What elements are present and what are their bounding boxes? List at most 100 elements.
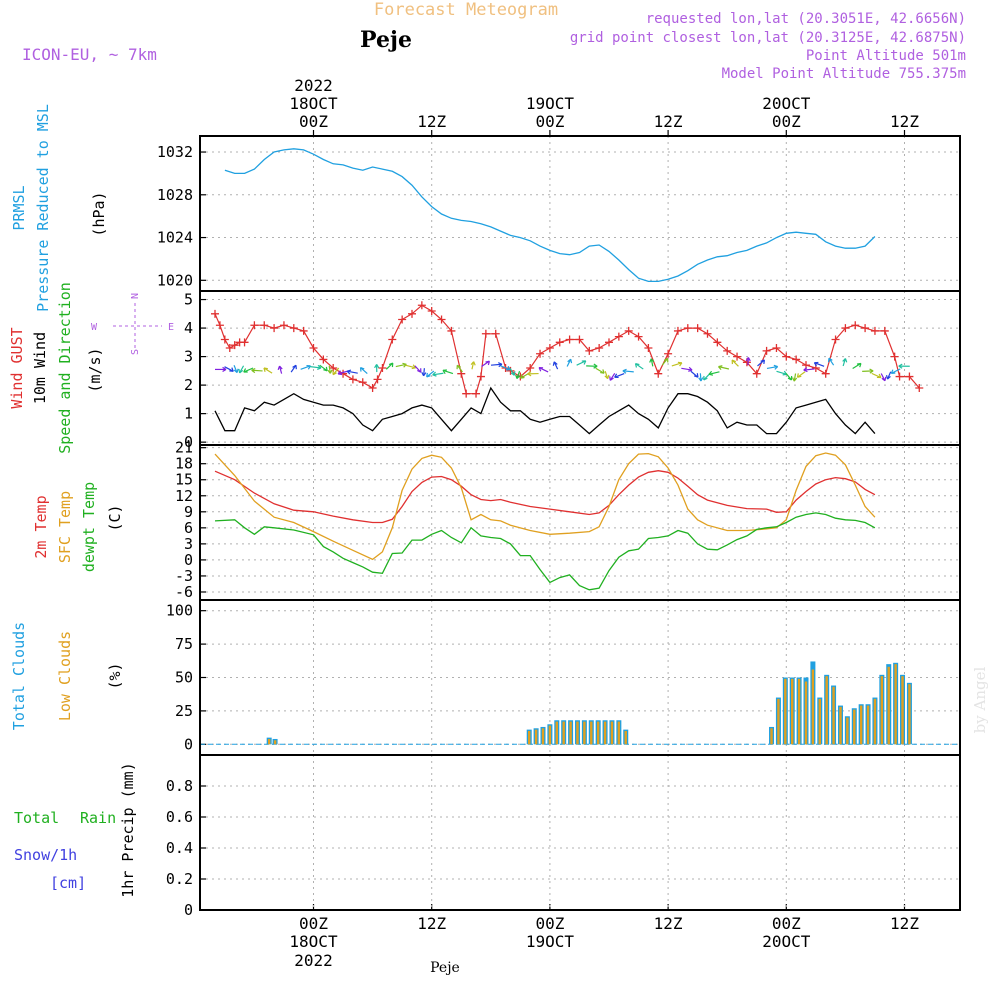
wind-direction-arrowhead: [538, 366, 544, 372]
footer-station: Peje: [430, 960, 460, 976]
wind-ytick-label: 4: [184, 319, 193, 337]
wind-gust-marker: [437, 315, 446, 324]
low-cloud-bar: [555, 721, 558, 745]
low-cloud-bar: [624, 730, 627, 745]
wind-gust-marker: [861, 324, 870, 333]
label-c: (C): [106, 504, 124, 531]
wind-direction-arrowhead: [718, 365, 723, 371]
low-cloud-bar: [603, 721, 607, 745]
label-10m-wind: 10m Wind: [31, 332, 49, 404]
wind-direction-arrow: [347, 370, 358, 374]
low-cloud-bar: [901, 676, 904, 745]
wind-direction-arrowhead: [456, 364, 462, 370]
wind-gust-marker: [536, 349, 545, 358]
compass-e: E: [168, 322, 174, 333]
wind-direction-arrowhead: [374, 364, 380, 369]
wind-direction-arrowhead: [485, 360, 490, 366]
wind-direction-arrowhead: [567, 358, 573, 364]
wind-direction-arrow: [423, 368, 425, 376]
wind-direction-arrow: [862, 370, 874, 372]
wind-gust-marker: [654, 369, 663, 378]
wind-gust-marker: [693, 324, 702, 333]
wind-direction-arrowhead: [243, 368, 248, 373]
wind-gust-marker: [388, 335, 397, 344]
wind-direction-arrowhead: [581, 360, 587, 365]
wind-direction-arrow: [891, 368, 901, 374]
wind-direction-arrowhead: [876, 373, 882, 379]
low-cloud-bar: [811, 669, 815, 745]
low-cloud-bar: [804, 681, 808, 745]
wind-direction-arrowhead: [792, 377, 798, 382]
wind-direction-arrowhead: [796, 373, 802, 378]
wind-direction-arrowhead: [813, 361, 819, 367]
wind-direction-arrowhead: [432, 371, 437, 377]
precip-ytick-label: 0.6: [166, 808, 193, 826]
wind-speed-line: [214, 386, 876, 435]
wind-direction-arrowhead: [233, 368, 239, 374]
wind-gust-marker: [772, 344, 781, 353]
wind-direction-arrowhead: [222, 366, 227, 373]
wind-direction-arrowhead: [306, 364, 311, 370]
wind-gust-marker: [673, 326, 682, 335]
wind-direction-arrow: [708, 371, 720, 375]
wind-direction-arrowhead: [519, 374, 525, 379]
label-sfc-temp: SFC Temp: [56, 491, 74, 563]
wind-direction-arrow: [432, 372, 444, 376]
temperature-ytick-label: 21: [175, 439, 193, 457]
label-pressure-msl: Pressure Reduced to MSL: [34, 104, 52, 312]
wind-direction-arrowhead: [426, 372, 431, 378]
time-year-label: 2022: [294, 951, 333, 970]
wind-gust-marker: [752, 369, 761, 378]
wind-direction-arrowhead: [622, 368, 627, 374]
low-cloud-bar: [818, 698, 821, 745]
time-date-label: 19OCT: [526, 932, 575, 951]
label-wind-gust: Wind GUST: [8, 327, 26, 408]
wind-labels: Wind GUST 10m Wind Speed and Direction (…: [8, 282, 174, 454]
wind-direction-arrow: [243, 367, 254, 373]
low-cloud-bar: [908, 684, 911, 745]
wind-direction-arrowhead: [421, 371, 427, 377]
time-hour-label: 00Z: [772, 112, 801, 131]
wind-direction-arrow: [538, 367, 549, 373]
wind-direction-arrowhead: [688, 366, 693, 372]
time-date-label: 20OCT: [762, 94, 811, 113]
label-1hr-precip: 1hr Precip (mm): [119, 762, 137, 897]
wind-direction-arrowhead: [292, 364, 297, 370]
wind-direction-arrow: [500, 365, 511, 371]
label-percent: (%): [106, 662, 124, 689]
low-cloud-bar: [825, 676, 828, 745]
pressure-ytick-label: 1024: [157, 229, 193, 247]
wind-gust-marker: [289, 324, 298, 333]
wind-direction-arrowhead: [890, 369, 896, 374]
time-hour-label: 00Z: [299, 112, 328, 131]
low-cloud-bar: [534, 729, 538, 745]
chart-title: Forecast Meteogram: [374, 0, 558, 20]
wind-direction-arrowhead: [708, 370, 714, 376]
label-speed-direction: Speed and Direction: [56, 282, 74, 454]
wind-gust-marker: [545, 344, 554, 353]
label-snow: Snow/1h: [14, 846, 77, 864]
wind-direction-arrowhead: [527, 371, 532, 377]
wind-direction-arrowhead: [442, 369, 448, 374]
wind-direction-arrowhead: [515, 374, 521, 380]
wind-gust-marker: [476, 372, 485, 381]
pressure-frame: [199, 135, 961, 292]
wind-ytick-label: 0: [184, 433, 193, 451]
wind-gust-marker: [782, 352, 791, 361]
pressure-ytick-label: 1020: [157, 271, 193, 289]
wind-gust-marker: [526, 364, 535, 372]
wind-direction-arrow: [442, 369, 454, 375]
wind-gust-marker: [417, 301, 426, 310]
pressure-ytick-label: 1028: [157, 186, 193, 204]
wind-gust-marker: [614, 332, 623, 341]
temperature-ytick-label: 18: [175, 455, 193, 473]
wind-gust-marker: [792, 355, 801, 364]
wind-direction-arrowhead: [609, 376, 614, 381]
wind-gust-marker: [880, 326, 889, 335]
point-altitude: Point Altitude 501m: [806, 48, 966, 64]
wind-gust-marker: [279, 321, 288, 330]
wind-gust-marker: [841, 324, 850, 333]
time-year-label: 2022: [294, 76, 333, 95]
temperature-ytick-label: 0: [184, 551, 193, 569]
